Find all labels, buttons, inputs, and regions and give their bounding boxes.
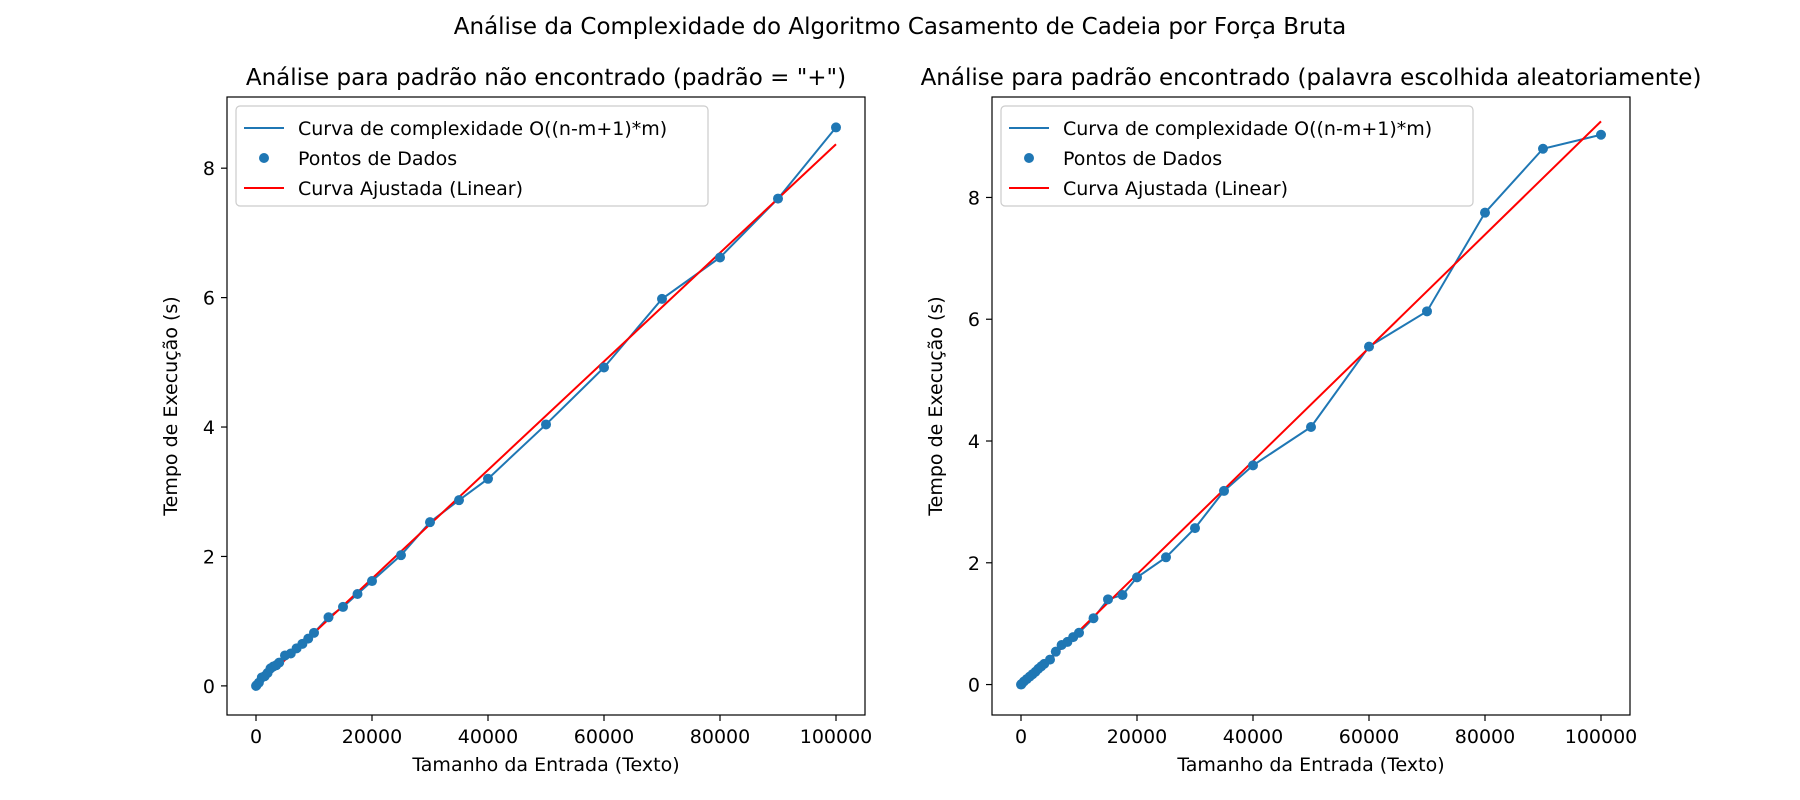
x-tick-label: 60000 <box>1339 726 1399 748</box>
legend-entry: Curva de complexidade O((n-m+1)*m) <box>1063 118 1432 140</box>
legend: Curva de complexidade O((n-m+1)*m) Pontos… <box>235 105 709 207</box>
x-tick-label: 60000 <box>574 726 634 748</box>
x-tick-label: 80000 <box>690 726 750 748</box>
legend-entry: Pontos de Dados <box>298 148 457 170</box>
data-point <box>1422 306 1432 317</box>
x-tick-label: 0 <box>250 726 262 748</box>
data-point <box>1596 129 1606 140</box>
axes-frame <box>991 96 1631 716</box>
legend-box <box>1000 105 1474 207</box>
data-point <box>352 588 363 599</box>
legend-entry: Pontos de Dados <box>1063 148 1222 170</box>
subplot-not-found: Análise para padrão não encontrado (padr… <box>160 65 872 776</box>
y-tick-label: 8 <box>203 158 215 180</box>
y-tick-label: 6 <box>203 288 215 310</box>
subplot-title: Análise para padrão não encontrado (padr… <box>246 65 846 91</box>
y-tick-label: 4 <box>968 431 980 453</box>
y-tick-label: 0 <box>968 675 980 697</box>
legend-entry: Curva Ajustada (Linear) <box>298 178 523 200</box>
data-point <box>773 193 783 204</box>
data-point <box>541 419 551 430</box>
y-tick-label: 8 <box>968 187 980 209</box>
legend-entry: Curva Ajustada (Linear) <box>1063 178 1288 200</box>
data-point <box>1480 207 1490 218</box>
y-axis-label: Tempo de Execução (s) <box>925 296 947 516</box>
data-point <box>1219 485 1229 496</box>
data-point <box>1132 572 1142 583</box>
linear-fit-line <box>255 143 837 688</box>
x-tick-label: 20000 <box>342 726 402 748</box>
x-tick-label: 20000 <box>1107 726 1167 748</box>
axes-frame <box>226 96 866 716</box>
data-point <box>657 293 667 304</box>
y-tick-label: 0 <box>203 676 215 698</box>
x-tick-label: 40000 <box>1223 726 1283 748</box>
x-tick-label: 100000 <box>1565 726 1638 748</box>
linear-fit-line <box>1020 120 1602 689</box>
data-point <box>338 601 348 612</box>
data-point <box>1045 654 1055 665</box>
x-tick-label: 80000 <box>1455 726 1515 748</box>
data-point <box>323 612 334 623</box>
data-point <box>1248 460 1258 471</box>
data-point <box>483 473 493 484</box>
data-point <box>599 362 609 373</box>
data-point <box>1088 613 1099 624</box>
data-point <box>1538 143 1548 154</box>
x-axis-label: Tamanho da Entrada (Texto) <box>411 754 679 776</box>
data-point <box>309 627 319 638</box>
legend-box <box>235 105 709 207</box>
legend-entry: Curva de complexidade O((n-m+1)*m) <box>298 118 667 140</box>
data-point <box>1306 422 1316 433</box>
data-point <box>425 517 435 528</box>
y-tick-label: 6 <box>968 309 980 331</box>
data-point <box>367 576 377 587</box>
data-point <box>1161 552 1171 563</box>
data-point <box>1364 341 1374 352</box>
subplot-title: Análise para padrão encontrado (palavra … <box>921 65 1702 91</box>
legend-scatter-marker <box>1024 153 1034 163</box>
data-point <box>1190 523 1200 534</box>
data-point <box>1117 590 1128 601</box>
data-point <box>831 122 841 133</box>
x-tick-label: 0 <box>1015 726 1027 748</box>
data-point <box>454 495 464 506</box>
figure-suptitle: Análise da Complexidade do Algoritmo Cas… <box>454 14 1346 40</box>
y-tick-label: 2 <box>968 553 980 575</box>
data-point <box>274 657 285 668</box>
plot-area <box>1016 120 1606 690</box>
x-axis-label: Tamanho da Entrada (Texto) <box>1176 754 1444 776</box>
data-point <box>715 252 725 263</box>
x-tick-label: 40000 <box>458 726 518 748</box>
plot-area <box>251 122 841 691</box>
x-tick-label: 100000 <box>800 726 873 748</box>
y-tick-label: 4 <box>203 417 215 439</box>
y-axis-label: Tempo de Execução (s) <box>160 296 182 516</box>
subplot-found: Análise para padrão encontrado (palavra … <box>921 65 1702 776</box>
data-point <box>1103 594 1113 605</box>
data-point <box>1050 646 1061 657</box>
legend-scatter-marker <box>259 153 269 163</box>
y-tick-label: 2 <box>203 546 215 568</box>
legend: Curva de complexidade O((n-m+1)*m) Pontos… <box>1000 105 1474 207</box>
data-point <box>1074 627 1084 638</box>
data-point <box>396 550 406 561</box>
